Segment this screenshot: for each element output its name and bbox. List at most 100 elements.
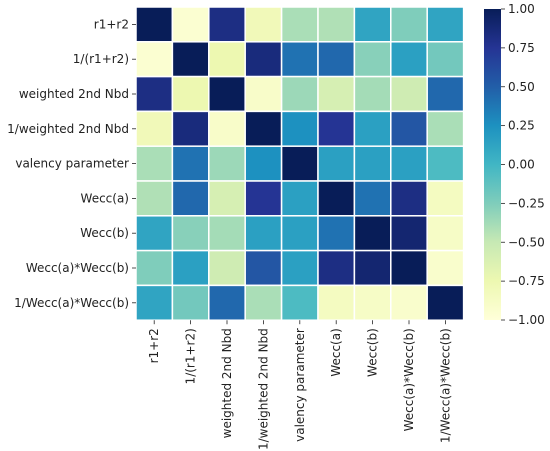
heatmap-cell (135, 110, 174, 147)
row-label: Wecc(b) (80, 226, 129, 240)
heatmap-cell (317, 145, 356, 182)
row-label: 1/weighted 2nd Nbd (7, 122, 129, 136)
heatmap-cell (317, 41, 356, 78)
heatmap-cell (390, 284, 428, 321)
heatmap-cell (244, 110, 283, 147)
heatmap-cell (244, 41, 283, 78)
heatmap-cell (171, 75, 210, 113)
heatmap-cell (317, 180, 356, 217)
heatmap-cell (135, 215, 174, 252)
heatmap-cell (135, 145, 174, 182)
row-label: r1+r2 (94, 17, 129, 31)
heatmap-cell (208, 215, 246, 252)
heatmap-cell (135, 249, 174, 287)
heatmap-cell (353, 75, 392, 113)
heatmap-cell (353, 180, 392, 217)
heatmap-cell (171, 6, 210, 43)
heatmap-cell (280, 249, 319, 287)
heatmap-cell (353, 284, 392, 321)
row-labels: r1+r2 1/(r1+r2) weighted 2nd Nbd 1/weighted… (7, 17, 136, 310)
heatmap-cell (208, 75, 246, 113)
heatmap-cell (317, 249, 356, 287)
heatmap-cell (244, 249, 283, 287)
heatmap-cell (426, 6, 465, 43)
heatmap-cell (317, 6, 356, 43)
heatmap-cell (280, 41, 319, 78)
heatmap-cell (280, 110, 319, 147)
colorbar-tick-label: −0.25 (508, 196, 545, 210)
heatmap-cell (317, 75, 356, 113)
heatmap-cell (317, 110, 356, 147)
heatmap-cell (208, 284, 246, 321)
column-label: valency parameter (293, 328, 307, 442)
row-label: weighted 2nd Nbd (19, 87, 129, 101)
heatmap-cell (353, 41, 392, 78)
heatmap-cell (208, 6, 246, 43)
heatmap-cell (426, 249, 465, 287)
heatmap-cell (280, 6, 319, 43)
colorbar-tick-label: −0.50 (508, 235, 545, 249)
heatmap-cell (171, 180, 210, 217)
column-label: 1/Wecc(a)*Wecc(b) (438, 328, 452, 443)
heatmap-cell (280, 145, 319, 182)
heatmap-cell (244, 6, 283, 43)
heatmap-cell (135, 6, 174, 43)
heatmap-cell (426, 215, 465, 252)
heatmap-cell (208, 249, 246, 287)
heatmap-cell (353, 215, 392, 252)
heatmap-cell (208, 110, 246, 147)
row-label: Wecc(a) (81, 191, 129, 205)
heatmap-cell (390, 110, 428, 147)
column-label: r1+r2 (147, 328, 161, 363)
heatmap-cell (171, 110, 210, 147)
heatmap-cell (244, 180, 283, 217)
heatmap-cell (426, 110, 465, 147)
heatmap-cell (426, 75, 465, 113)
column-label: 1/weighted 2nd Nbd (256, 328, 270, 450)
colorbar-tick-label: 0.50 (508, 80, 535, 94)
heatmap-cell (171, 41, 210, 78)
heatmap-cell (426, 41, 465, 78)
heatmap-cell (426, 284, 465, 321)
heatmap-cell (317, 284, 356, 321)
heatmap-cell (244, 145, 283, 182)
heatmap-cell (390, 249, 428, 287)
heatmap-cell (280, 215, 319, 252)
column-label: 1/(r1+r2) (184, 328, 198, 384)
heatmap-cell (426, 145, 465, 182)
colorbar-tick-label: 0.25 (508, 119, 535, 133)
heatmap-cell (171, 249, 210, 287)
heatmap-cell (135, 41, 174, 78)
colorbar-tick-label: 0.75 (508, 41, 535, 55)
colorbar-tick-label: −1.00 (508, 313, 545, 327)
colorbar-tick-label: −0.75 (508, 274, 545, 288)
heatmap-cell (244, 284, 283, 321)
heatmap-cells (135, 6, 465, 321)
heatmap-cell (390, 41, 428, 78)
heatmap-cell (171, 284, 210, 321)
heatmap-cell (135, 284, 174, 321)
heatmap-cell (244, 75, 283, 113)
column-label: weighted 2nd Nbd (220, 328, 234, 438)
colorbar-gradient (484, 9, 501, 320)
row-label: 1/(r1+r2) (73, 52, 129, 66)
colorbar-tick-label: 1.00 (508, 2, 535, 16)
heatmap-cell (135, 75, 174, 113)
heatmap-cell (244, 215, 283, 252)
heatmap-cell (390, 6, 428, 43)
heatmap-cell (390, 180, 428, 217)
heatmap-cell (208, 41, 246, 78)
heatmap-cell (426, 180, 465, 217)
heatmap-cell (390, 145, 428, 182)
column-label: Wecc(b) (366, 328, 380, 377)
heatmap-cell (208, 145, 246, 182)
row-label: 1/Wecc(a)*Wecc(b) (14, 296, 129, 310)
heatmap-cell (353, 6, 392, 43)
heatmap-cell (353, 249, 392, 287)
heatmap-cell (208, 180, 246, 217)
column-label: Wecc(a) (329, 328, 343, 376)
colorbar: 1.00 0.75 0.50 0.25 0.00 −0.25 −0.50 −0.75 −1.00 (484, 2, 545, 327)
column-label: Wecc(a)*Wecc(b) (402, 328, 416, 431)
row-label: Wecc(a)*Wecc(b) (26, 261, 129, 275)
